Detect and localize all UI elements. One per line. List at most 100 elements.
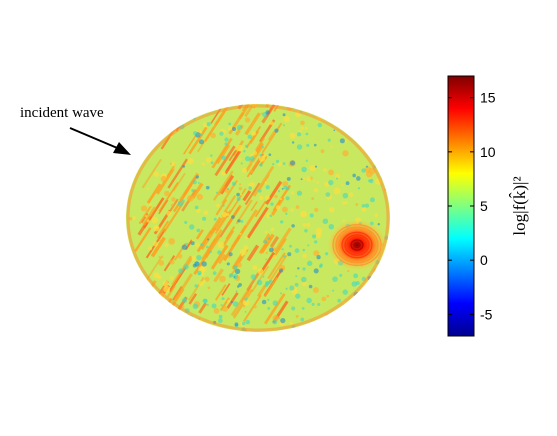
texture-speckle <box>259 153 263 157</box>
texture-speckle <box>313 250 320 257</box>
texture-speckle <box>201 261 207 267</box>
texture-streak <box>130 269 141 283</box>
texture-speckle <box>177 200 184 207</box>
texture-speckle <box>207 238 210 241</box>
texture-speckle <box>152 123 157 127</box>
texture-streak <box>196 230 213 253</box>
hotspot-ring <box>341 231 373 259</box>
incident-wave-label: incident wave <box>20 105 104 121</box>
texture-speckle <box>252 162 255 165</box>
texture-speckle <box>290 191 295 195</box>
texture-speckle <box>265 258 267 261</box>
texture-speckle <box>345 181 350 186</box>
texture-speckle <box>194 205 199 210</box>
texture-speckle <box>375 160 379 164</box>
texture-speckle <box>274 128 279 133</box>
texture-speckle <box>334 173 340 179</box>
texture-streak <box>135 118 148 136</box>
texture-speckle <box>321 328 324 332</box>
texture-speckle <box>357 315 359 318</box>
texture-speckle <box>244 311 247 313</box>
texture-speckle <box>218 329 223 332</box>
texture-streak <box>191 182 204 199</box>
texture-speckle <box>395 215 401 221</box>
texture-speckle <box>249 182 255 188</box>
texture-speckle <box>140 318 143 321</box>
texture-speckle <box>134 271 141 278</box>
texture-speckle <box>391 103 395 107</box>
texture-speckle <box>145 215 148 218</box>
texture-speckle <box>294 248 300 254</box>
texture-speckle <box>296 144 303 150</box>
texture-speckle <box>235 290 238 293</box>
texture-speckle <box>349 192 354 197</box>
texture-speckle <box>164 190 170 197</box>
texture-speckle <box>134 281 137 284</box>
texture-streak <box>254 200 267 218</box>
texture-speckle <box>282 180 289 187</box>
texture-speckle <box>158 256 161 259</box>
hotspot-ring <box>353 241 361 249</box>
texture-speckle <box>210 154 213 157</box>
texture-speckle <box>316 181 319 184</box>
texture-speckle <box>243 150 246 153</box>
texture-speckle <box>379 137 385 143</box>
texture-speckle <box>272 163 275 166</box>
texture-speckle <box>231 181 237 186</box>
texture-speckle <box>203 210 209 215</box>
texture-streak <box>210 244 229 270</box>
texture-streak <box>142 104 153 113</box>
texture-speckle <box>203 279 206 283</box>
texture-speckle <box>294 282 299 287</box>
texture-speckle <box>394 226 397 229</box>
texture-speckle <box>305 132 309 136</box>
texture-speckle <box>285 287 288 290</box>
texture-speckle <box>192 303 199 310</box>
texture-streak <box>244 112 261 136</box>
texture-speckle <box>330 145 333 148</box>
texture-speckle <box>163 285 171 293</box>
hotspot-ring <box>350 239 364 251</box>
hotspot-ring <box>347 236 367 254</box>
texture-speckle <box>237 219 241 223</box>
texture-speckle <box>170 276 174 280</box>
texture-speckle <box>141 205 148 212</box>
texture-speckle <box>217 318 223 324</box>
texture-speckle <box>365 165 368 168</box>
texture-speckle <box>347 269 350 273</box>
texture-speckle <box>228 122 232 126</box>
texture-speckle <box>361 204 366 208</box>
texture-speckle <box>140 274 144 278</box>
texture-streak <box>155 117 167 133</box>
texture-speckle <box>351 111 356 116</box>
texture-speckle <box>277 161 283 167</box>
texture-speckle <box>282 255 286 258</box>
texture-speckle <box>195 208 201 214</box>
texture-speckle <box>282 113 286 117</box>
texture-speckle <box>224 142 228 146</box>
texture-speckle <box>369 134 374 139</box>
texture-speckle <box>357 296 362 302</box>
texture-speckle <box>339 273 343 277</box>
texture-speckle <box>370 318 374 322</box>
texture-speckle <box>306 143 310 147</box>
texture-speckle <box>376 117 383 124</box>
texture-speckle <box>156 293 159 296</box>
texture-speckle <box>391 316 395 320</box>
texture-speckle <box>327 138 331 142</box>
texture-streak <box>273 227 292 253</box>
texture-speckle <box>366 115 370 119</box>
texture-speckle <box>387 306 390 311</box>
texture-speckle <box>291 306 296 311</box>
texture-streak <box>173 273 193 301</box>
texture-speckle <box>267 122 270 125</box>
texture-streak <box>242 190 252 202</box>
texture-speckle <box>275 205 281 210</box>
texture-streak <box>272 238 287 259</box>
texture-speckle <box>220 304 223 307</box>
texture-speckle <box>312 234 317 239</box>
texture-speckle <box>190 104 194 107</box>
texture-speckle <box>221 155 226 160</box>
texture-speckle <box>206 303 209 307</box>
texture-speckle <box>369 305 373 309</box>
